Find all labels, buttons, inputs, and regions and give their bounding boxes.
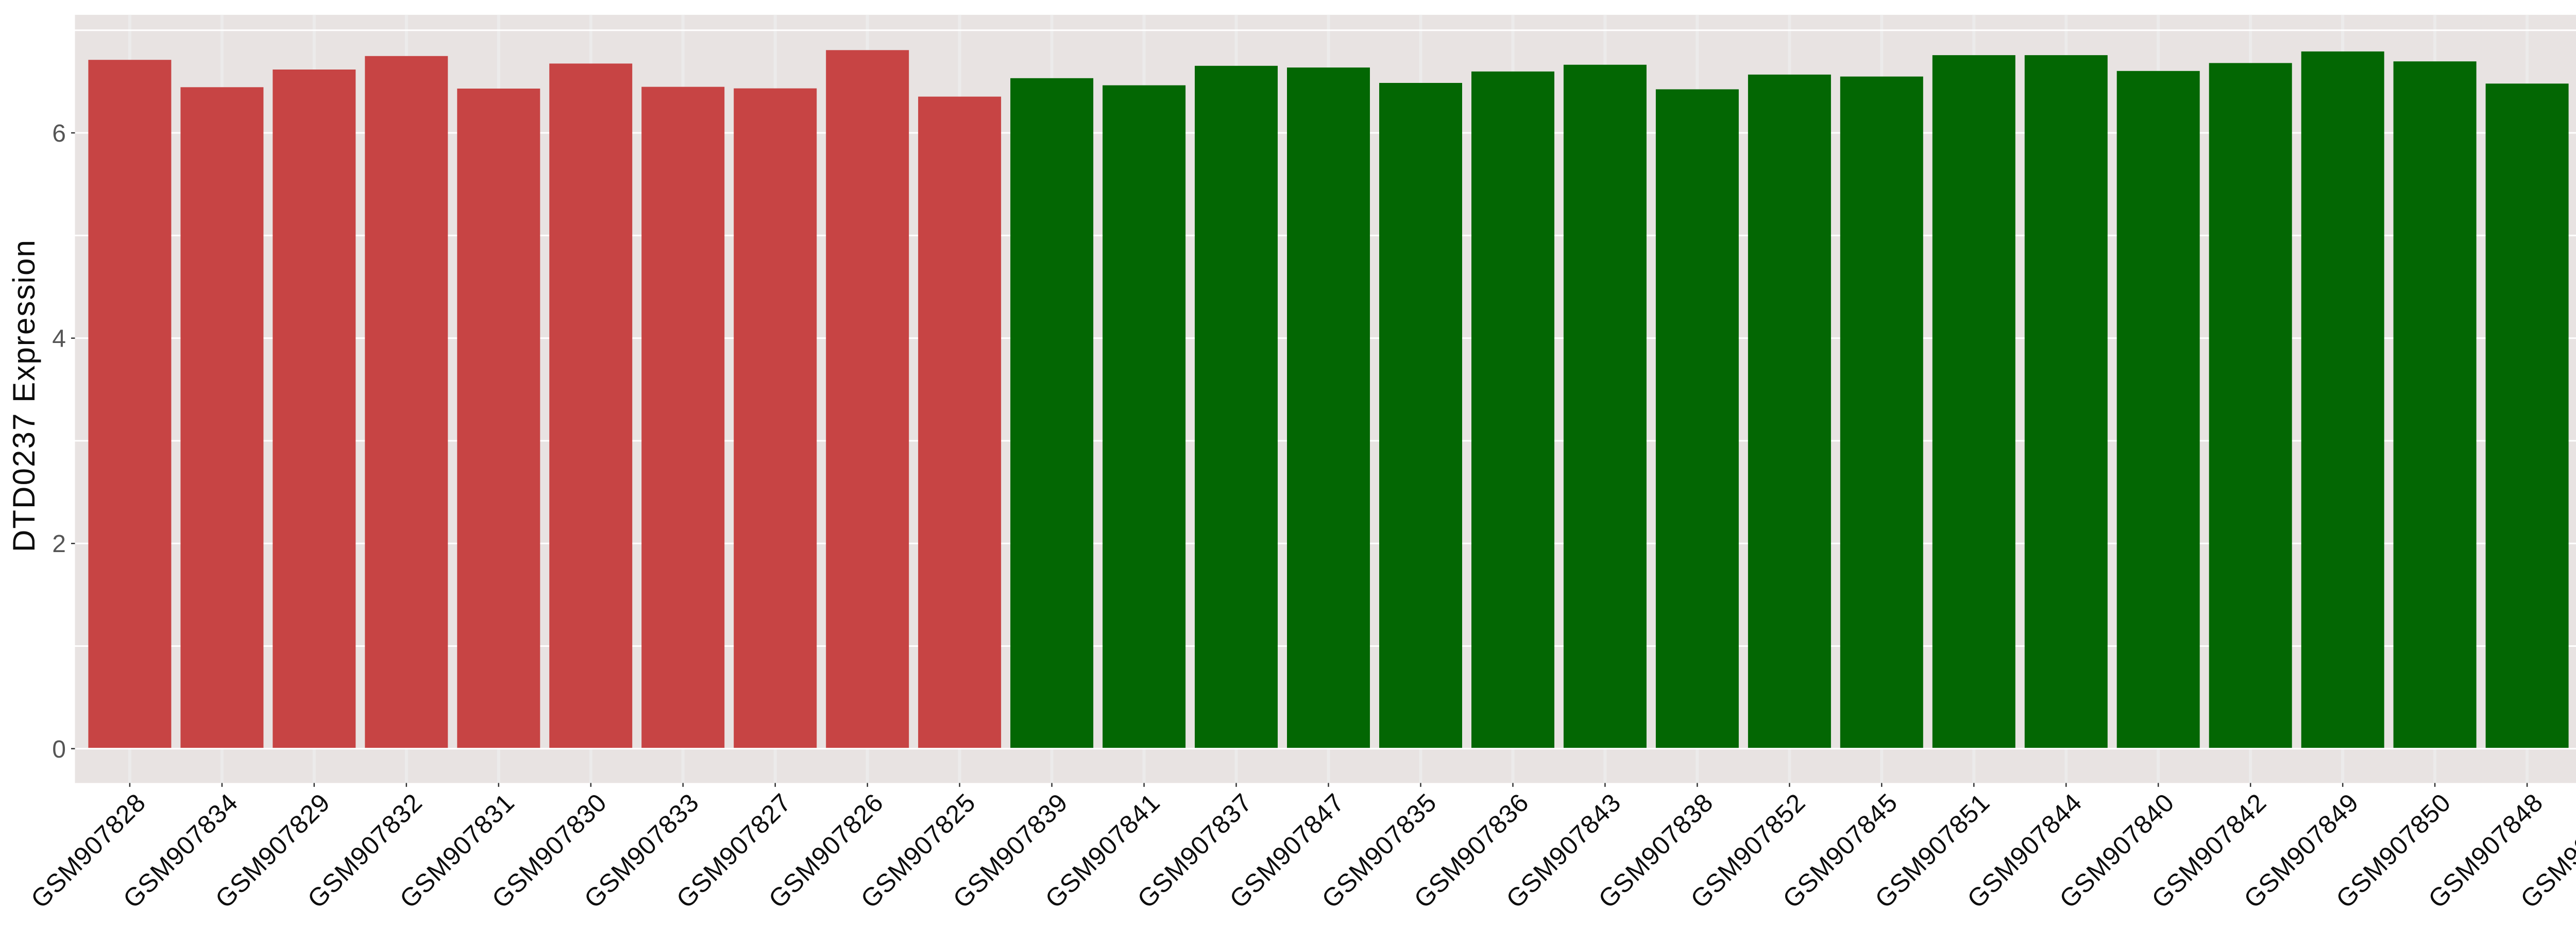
svg-text:2: 2 [52,530,66,558]
svg-text:0: 0 [52,736,66,763]
svg-text:6: 6 [52,120,66,147]
svg-text:DTD0237 Expression: DTD0237 Expression [7,239,41,552]
svg-text:4: 4 [52,325,66,353]
